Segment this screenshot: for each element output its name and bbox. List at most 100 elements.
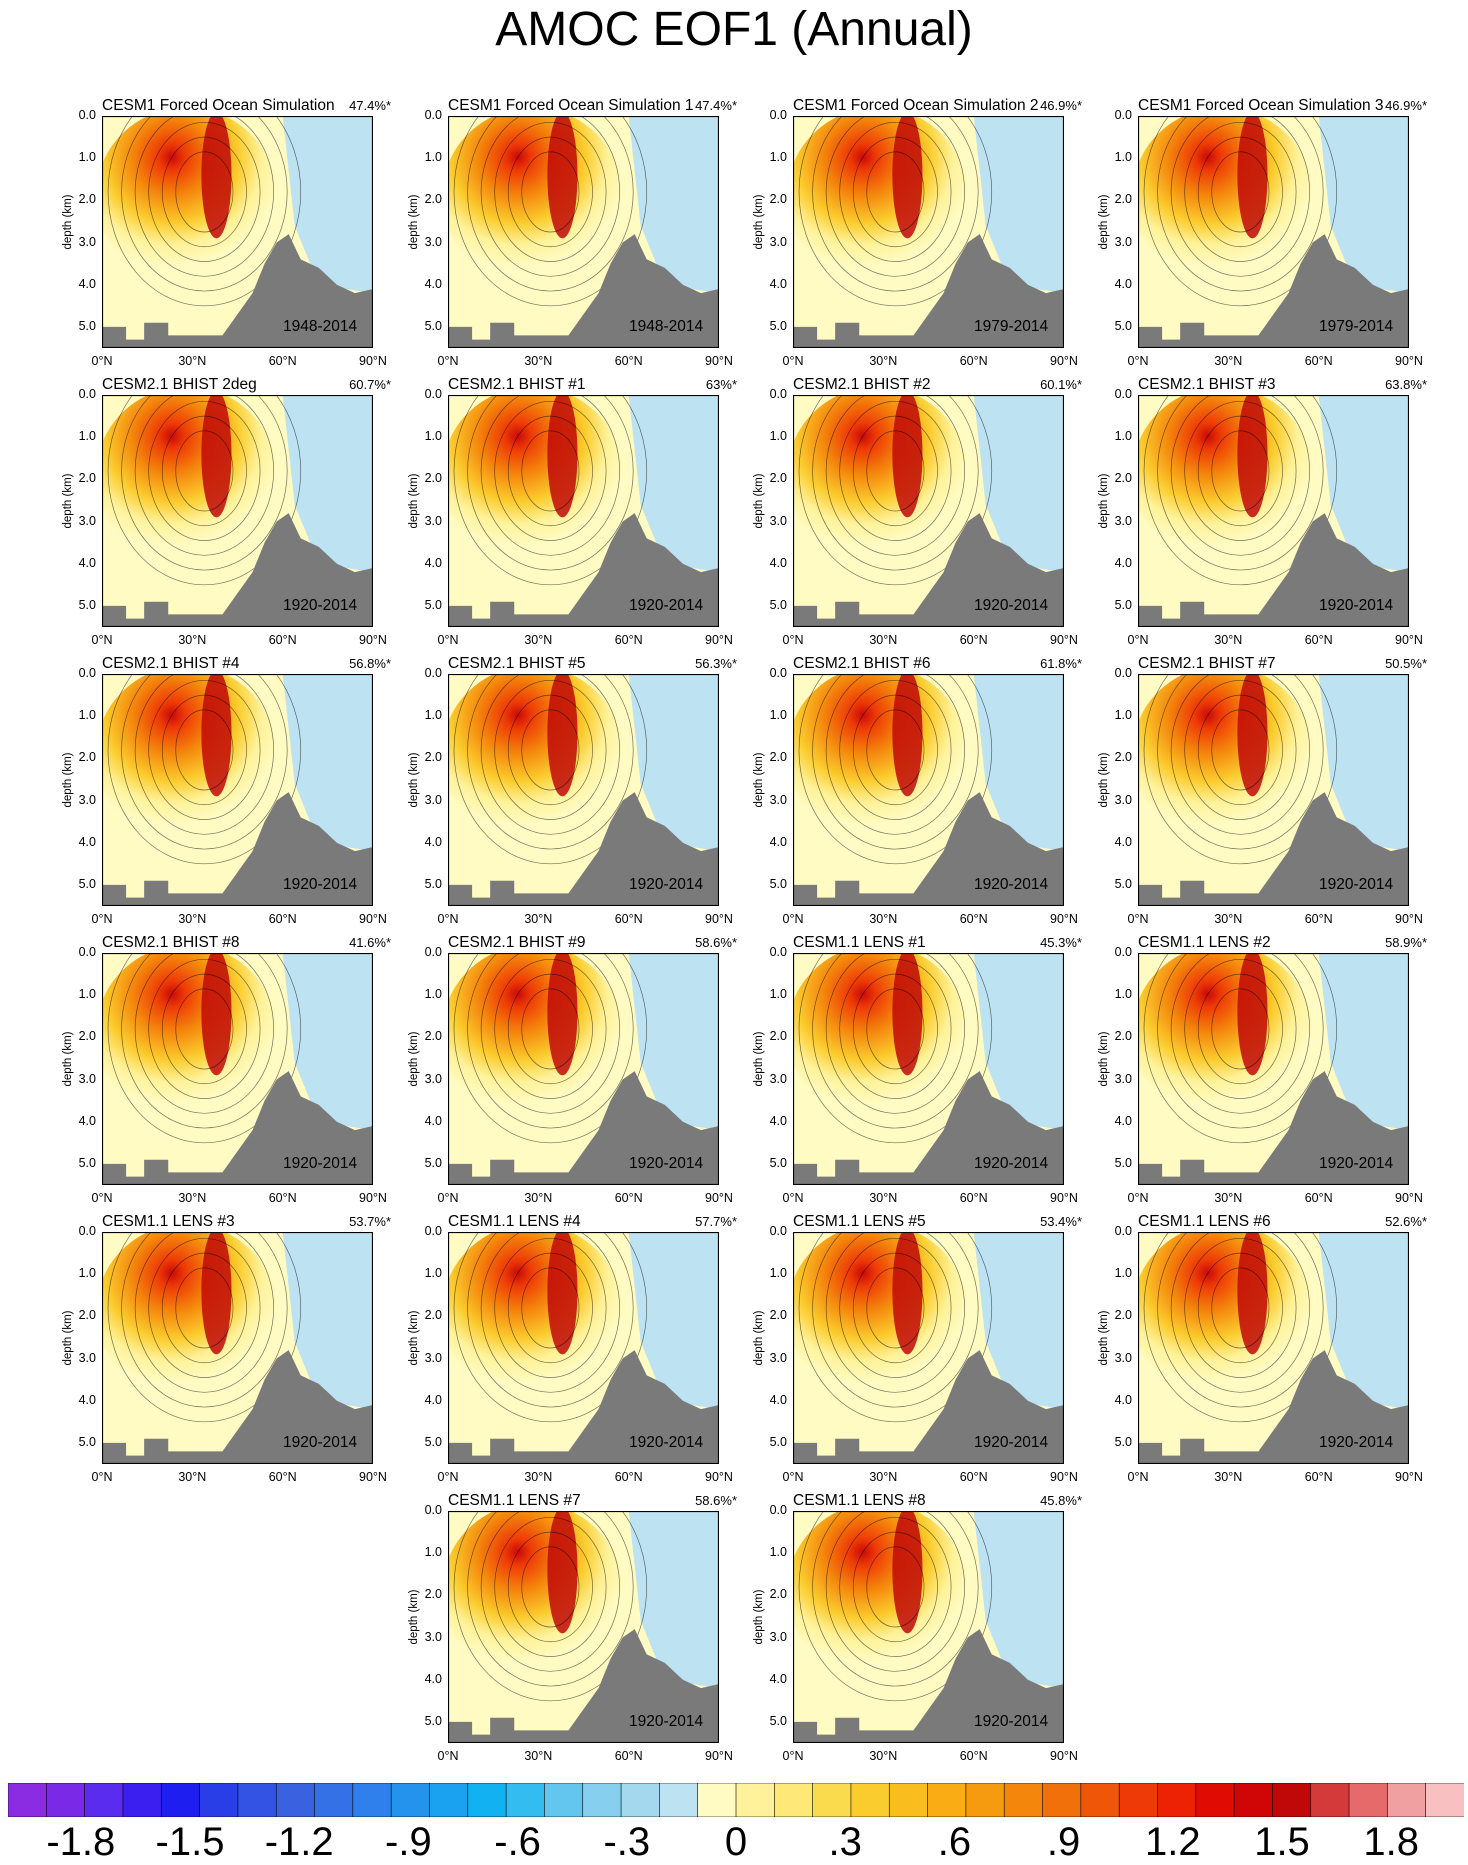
contour-line: [134, 953, 274, 1114]
x-tick-label: 60°N: [959, 1470, 988, 1484]
positive-cell: [102, 1232, 277, 1401]
y-tick-label: 5.0: [1114, 876, 1132, 891]
contour-line: [175, 430, 234, 512]
eof-maximum: [1237, 116, 1268, 239]
eof-contour-plot: [1138, 1232, 1409, 1464]
panel-title: CESM2.1 BHIST #8: [102, 934, 240, 951]
x-tick-label: 90°N: [1050, 912, 1078, 926]
x-tick-label: 90°N: [1050, 354, 1078, 368]
contour-line: [839, 1237, 952, 1378]
negative-region: [973, 1232, 1064, 1410]
eof-panel: CESM1.1 LENS #4 57.7%* depth (km) 0.0 1.0 2.0…: [394, 1213, 739, 1484]
bathymetry-mask: [448, 1629, 719, 1743]
x-tick-label: 0°N: [91, 1470, 113, 1484]
x-tick-label: 0°N: [1127, 633, 1149, 647]
y-tick-label: 1.0: [424, 150, 442, 165]
y-tick-label: 0.0: [769, 945, 787, 959]
contour-line: [839, 1516, 952, 1657]
eof-maximum: [547, 674, 578, 797]
y-tick-label: 4.0: [78, 555, 96, 570]
contour-line: [507, 1531, 593, 1643]
y-tick-label: 5.0: [1114, 597, 1132, 612]
panel-title: CESM1.1 LENS #8: [793, 1492, 926, 1509]
contour-line: [507, 1252, 593, 1364]
y-tick-label: 5.0: [78, 318, 96, 333]
y-tick-label: 5.0: [424, 1155, 442, 1170]
plot-frame: [793, 116, 1064, 348]
bathymetry-mask: [448, 513, 719, 627]
plot-frame: [102, 953, 373, 1185]
contour-line: [866, 1267, 925, 1349]
contour-line: [1143, 116, 1338, 307]
contour-line: [507, 136, 593, 248]
y-tick-label: 5.0: [769, 1713, 787, 1728]
eof-panel: CESM1.1 LENS #1 45.3%* depth (km) 0.0 1.0 2.0…: [739, 934, 1084, 1205]
y-tick-label: 0.0: [1114, 945, 1132, 959]
y-tick-label: 0.0: [1114, 108, 1132, 122]
y-tick-label: 5.0: [1114, 1434, 1132, 1449]
x-tick-label: 90°N: [359, 1191, 387, 1205]
y-tick-label: 3.0: [769, 792, 787, 807]
panel-period: 1979-2014: [974, 318, 1049, 335]
colorbar-box: [1310, 1783, 1350, 1817]
y-tick-label: 1.0: [78, 429, 96, 444]
panel-period: 1920-2014: [629, 1434, 704, 1451]
contour-line: [1197, 694, 1283, 806]
y-axis-label: depth (km): [1098, 194, 1110, 250]
y-tick-label: 1.0: [78, 1266, 96, 1281]
contour-line: [121, 116, 288, 292]
contour-line: [1143, 953, 1338, 1144]
plot-frame: [1138, 953, 1409, 1185]
y-axis-label: depth (km): [753, 473, 765, 529]
y-tick-label: 2.0: [78, 750, 96, 765]
colorbar-box: [1272, 1783, 1312, 1817]
x-tick-label: 60°N: [959, 633, 988, 647]
eof-maximum: [1237, 674, 1268, 797]
panel-period: 1920-2014: [283, 876, 358, 893]
eof-panel: CESM1.1 LENS #7 58.6%* depth (km) 0.0 1.0 2.0…: [394, 1492, 739, 1763]
contour-line: [812, 116, 979, 292]
x-tick-label: 0°N: [782, 354, 804, 368]
y-tick-label: 0.0: [78, 387, 96, 401]
contour-line: [852, 973, 938, 1085]
eof-maximum: [201, 116, 232, 239]
colorbar-tick-label: -.9: [385, 1820, 432, 1864]
contour-line: [1184, 400, 1297, 541]
x-tick-label: 90°N: [705, 1470, 733, 1484]
eof-panel: CESM1 Forced Ocean Simulation 1 47.4%* dep…: [394, 97, 739, 368]
y-tick-label: 3.0: [769, 1629, 787, 1644]
eof-maximum: [547, 395, 578, 518]
colorbar-labels: -1.8 -1.5 -1.2 -.9 -.6 -.3 0 .3 .6 .9 1.2 1.5 1.8: [0, 1820, 1468, 1864]
y-tick-label: 5.0: [1114, 1155, 1132, 1170]
panel-variance-pct: 60.7%*: [349, 377, 391, 392]
eof-contour-plot: [102, 1232, 373, 1464]
panel-variance-pct: 53.4%*: [1040, 1214, 1082, 1229]
x-tick-label: 90°N: [705, 1191, 733, 1205]
eof-maximum: [201, 674, 232, 797]
panel-period: 1920-2014: [974, 876, 1049, 893]
plot-frame: [1138, 1232, 1409, 1464]
contour-line: [161, 1252, 247, 1364]
positive-cell: [448, 395, 623, 564]
panel-title: CESM2.1 BHIST #9: [448, 934, 586, 951]
x-tick-label: 60°N: [1304, 1191, 1333, 1205]
y-axis-label: depth (km): [1098, 1031, 1110, 1087]
x-tick-label: 0°N: [782, 1749, 804, 1763]
y-tick-label: 2.0: [1114, 1308, 1132, 1323]
panel-variance-pct: 58.6%*: [695, 935, 737, 950]
eof-panel: CESM1.1 LENS #5 53.4%* depth (km) 0.0 1.0 2.0…: [739, 1213, 1084, 1484]
x-tick-label: 90°N: [359, 354, 387, 368]
panel-period: 1948-2014: [629, 318, 704, 335]
x-tick-label: 90°N: [1395, 1470, 1423, 1484]
colorbar-box: [467, 1783, 507, 1817]
x-tick-label: 30°N: [869, 1470, 898, 1484]
contour-line: [812, 1232, 979, 1408]
panel-title: CESM1 Forced Ocean Simulation 1: [448, 97, 694, 114]
eof-contour-plot: [1138, 395, 1409, 627]
contour-line: [175, 709, 234, 791]
plot-frame: [448, 1511, 719, 1743]
x-tick-label: 0°N: [91, 354, 113, 368]
contour-line: [453, 953, 648, 1144]
panel-period: 1920-2014: [1319, 597, 1394, 614]
y-tick-label: 5.0: [769, 1434, 787, 1449]
